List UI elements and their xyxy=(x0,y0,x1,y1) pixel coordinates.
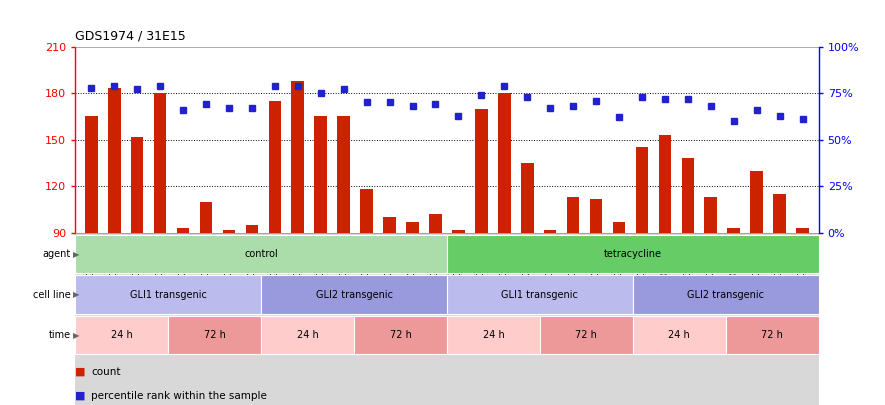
Bar xyxy=(177,228,189,233)
Bar xyxy=(773,194,786,233)
Bar xyxy=(658,135,671,233)
Text: ▶: ▶ xyxy=(73,330,79,340)
Bar xyxy=(108,89,120,233)
Bar xyxy=(452,230,465,233)
Text: 72 h: 72 h xyxy=(389,330,412,340)
Text: cell line: cell line xyxy=(33,290,71,300)
Bar xyxy=(429,214,442,233)
Text: ▶: ▶ xyxy=(73,290,79,299)
Text: count: count xyxy=(91,367,120,377)
Text: ■: ■ xyxy=(75,367,86,377)
Bar xyxy=(383,217,396,233)
Bar xyxy=(85,117,97,233)
Text: ▶: ▶ xyxy=(73,249,79,259)
Text: ■: ■ xyxy=(75,391,86,401)
Bar xyxy=(544,230,557,233)
Bar xyxy=(681,158,694,233)
Text: GDS1974 / 31E15: GDS1974 / 31E15 xyxy=(75,30,186,43)
Bar xyxy=(245,225,258,233)
Bar xyxy=(589,199,603,233)
Text: 24 h: 24 h xyxy=(482,330,504,340)
Text: 72 h: 72 h xyxy=(575,330,597,340)
Text: control: control xyxy=(244,249,278,259)
Bar xyxy=(154,93,166,233)
Text: 72 h: 72 h xyxy=(204,330,226,340)
Bar xyxy=(291,81,304,233)
Text: 24 h: 24 h xyxy=(668,330,690,340)
Bar xyxy=(314,117,327,233)
Text: GLI2 transgenic: GLI2 transgenic xyxy=(687,290,765,300)
Bar xyxy=(200,202,212,233)
Text: agent: agent xyxy=(42,249,71,259)
Text: 24 h: 24 h xyxy=(111,330,133,340)
Text: tetracycline: tetracycline xyxy=(604,249,662,259)
Bar xyxy=(406,222,419,233)
Text: time: time xyxy=(49,330,71,340)
Bar xyxy=(566,197,580,233)
Text: GLI1 transgenic: GLI1 transgenic xyxy=(130,290,206,300)
Bar xyxy=(360,190,373,233)
Text: percentile rank within the sample: percentile rank within the sample xyxy=(91,391,267,401)
Bar xyxy=(796,228,809,233)
Bar xyxy=(131,136,143,233)
Bar xyxy=(475,109,488,233)
Bar xyxy=(268,101,281,233)
Bar xyxy=(521,163,534,233)
Bar xyxy=(337,117,350,233)
Text: 72 h: 72 h xyxy=(761,330,783,340)
Bar xyxy=(498,93,511,233)
Text: GLI2 transgenic: GLI2 transgenic xyxy=(315,290,393,300)
Bar xyxy=(750,171,763,233)
Bar xyxy=(75,233,819,405)
Bar xyxy=(223,230,235,233)
Bar xyxy=(635,147,648,233)
Bar xyxy=(704,197,717,233)
Bar xyxy=(727,228,740,233)
Text: GLI1 transgenic: GLI1 transgenic xyxy=(502,290,578,300)
Bar xyxy=(612,222,626,233)
Text: 24 h: 24 h xyxy=(296,330,319,340)
